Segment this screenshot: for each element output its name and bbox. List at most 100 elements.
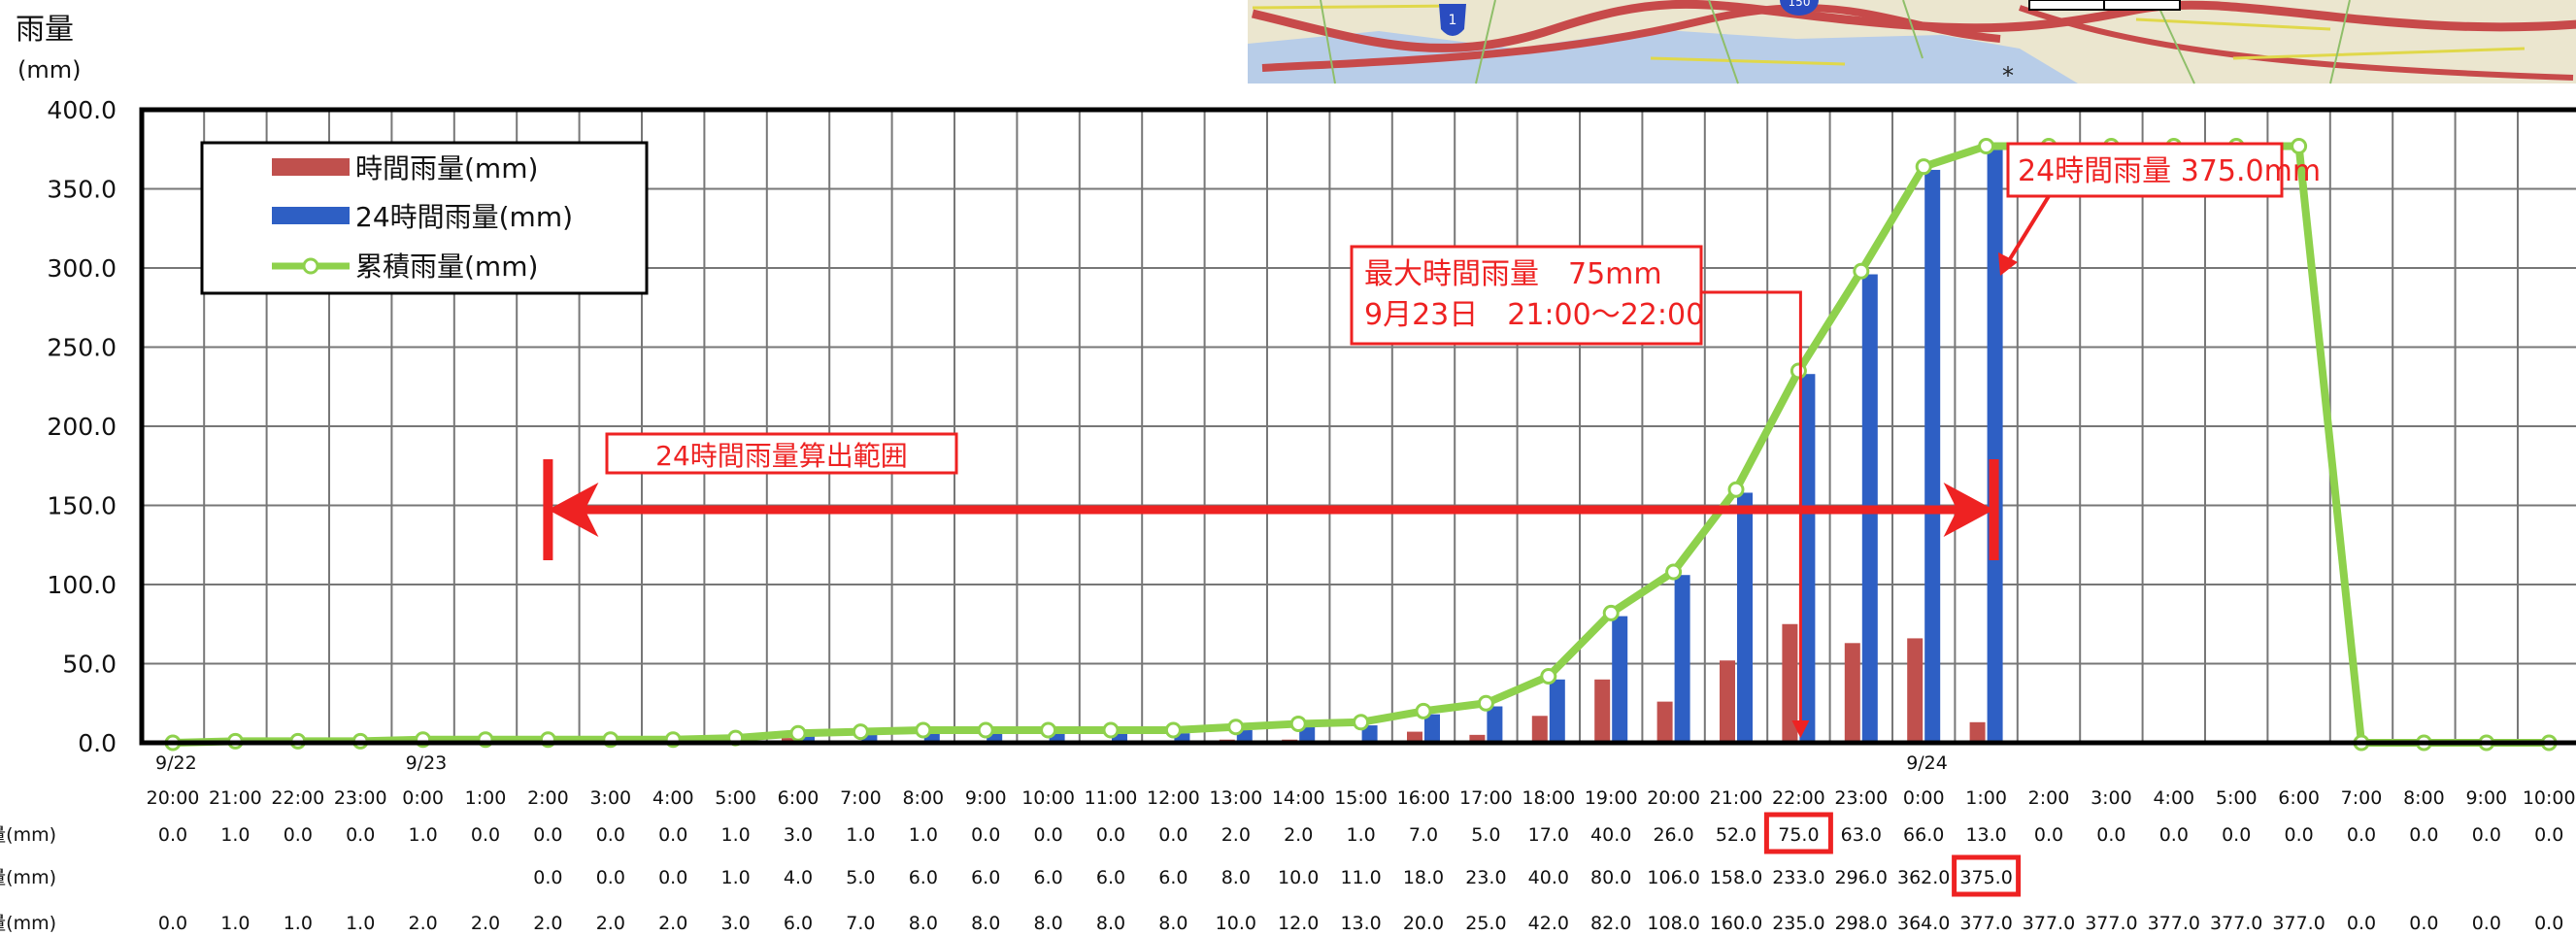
table-highlight (1952, 854, 2022, 897)
x-tick-label: 23:00 (1834, 787, 1888, 809)
table-cell: 80.0 (1590, 867, 1631, 888)
legend: 時間雨量(mm) 24時間雨量(mm) 累積雨量(mm) (200, 141, 649, 295)
table-cell: 0.0 (2222, 824, 2251, 846)
table-cell: 1.0 (720, 824, 750, 846)
y-tick-label: 0.0 (78, 729, 117, 757)
y-axis-ticks: 0.0 50.0 100.0 150.0 200.0 250.0 300.0 350.0 400… (47, 96, 117, 757)
table-cell: 0.0 (2096, 824, 2125, 846)
table-cell: 40.0 (1590, 824, 1631, 846)
table-cell: 160.0 (1710, 913, 1762, 934)
annotations: 24時間雨量算出範囲 最大時間雨量 75mm 9月23日 21:00～22:00 24… (543, 142, 2321, 738)
x-tick-label: 10:00 (1021, 787, 1075, 809)
range-bar-left (543, 459, 553, 560)
table-cell: 364.0 (1897, 913, 1950, 934)
x-tick-label: 10:00 (2523, 787, 2576, 809)
x-tick-label: 2:00 (527, 787, 569, 809)
table-cell: 375.0 (1959, 867, 2012, 888)
x-tick-label: 2:00 (2028, 787, 2070, 809)
legend-swatch-24h (272, 207, 350, 224)
table-cell: 0.0 (596, 867, 625, 888)
table-cell: 6.0 (909, 867, 938, 888)
x-tick-label: 5:00 (2216, 787, 2258, 809)
table-cell: 0.0 (2409, 824, 2438, 846)
table-cell: 0.0 (2409, 913, 2438, 934)
table-cell: 377.0 (2023, 913, 2075, 934)
hourly-rainfall-bar (1969, 721, 1986, 743)
table-cell: 1.0 (220, 824, 250, 846)
x-tick-label: 15:00 (1334, 787, 1388, 809)
table-cell: 108.0 (1647, 913, 1699, 934)
table-cell: 0.0 (596, 824, 625, 846)
table-cell: 377.0 (2085, 913, 2137, 934)
x-tick-label: 23:00 (334, 787, 387, 809)
route-shield-icon (1780, 0, 1819, 16)
total-24h-box (2006, 142, 2284, 198)
x-tick-label: 12:00 (1147, 787, 1200, 809)
range-label-box (605, 432, 958, 475)
x-tick-label: 22:00 (271, 787, 324, 809)
table-cell: 0.0 (2472, 824, 2501, 846)
cumulative-point (1665, 563, 1683, 581)
table-cell: 23.0 (1465, 867, 1506, 888)
rainfall-24h-bar (1174, 733, 1190, 743)
max-hourly-date: 9月23日 21:00～22:00 (1364, 298, 1704, 332)
table-cell: 0.0 (2284, 824, 2313, 846)
table-cell: 42.0 (1528, 913, 1569, 934)
table-cell: 2.0 (408, 913, 437, 934)
table-cell: 2.0 (658, 913, 687, 934)
cumulative-point (1227, 719, 1245, 736)
table-cell: 2.0 (1221, 824, 1251, 846)
table-cell: 1.0 (408, 824, 437, 846)
date-label: 9/22 (155, 752, 197, 774)
table-cell: 2.0 (533, 913, 562, 934)
x-tick-label: 0:00 (402, 787, 444, 809)
table-cell: 235.0 (1772, 913, 1824, 934)
table-cell: 6.0 (971, 867, 1000, 888)
cumulative-point (1415, 702, 1432, 719)
cumulative-point (2291, 137, 2308, 154)
cumulative-point (1602, 604, 1620, 621)
table-cell: 158.0 (1710, 867, 1762, 888)
legend-label: 時間雨量(mm) (355, 152, 538, 184)
range-bar-right (1989, 459, 1999, 560)
cumulative-point (1353, 714, 1370, 731)
table-cell: 1.0 (846, 824, 875, 846)
total-24h-label: 24時間雨量 375.0mm (2018, 154, 2321, 188)
legend-marker-cumulative (302, 257, 319, 275)
hourly-rainfall-bar (1594, 679, 1611, 743)
table-cell: 4.0 (784, 867, 813, 888)
x-tick-label: 13:00 (1209, 787, 1262, 809)
cumulative-point (1477, 694, 1494, 712)
rainfall-24h-bar (1612, 616, 1628, 743)
table-cell: 0.0 (2347, 824, 2376, 846)
rainfall-24h-bar (799, 736, 815, 743)
y-tick-label: 150.0 (47, 492, 117, 520)
table-cell: 0.0 (971, 824, 1000, 846)
table-cell: 17.0 (1528, 824, 1569, 846)
cumulative-point (1102, 721, 1120, 739)
table-cell: 63.0 (1841, 824, 1882, 846)
table-cell: 6.0 (1096, 867, 1125, 888)
table-cell: 1.0 (220, 913, 250, 934)
table-cell: 66.0 (1903, 824, 1944, 846)
table-cell: 5.0 (846, 867, 875, 888)
date-label: 9/23 (406, 752, 448, 774)
hourly-rainfall-bar (1720, 660, 1735, 743)
table-row-label: 累積雨量(mm) (0, 913, 56, 934)
table-cell: 296.0 (1835, 867, 1888, 888)
table-cell: 298.0 (1835, 913, 1888, 934)
cumulative-point (1289, 715, 1307, 732)
rainfall-24h-bar (1987, 149, 2003, 743)
table-cell: 0.0 (658, 824, 687, 846)
table-cell: 11.0 (1340, 867, 1381, 888)
x-tick-label: 8:00 (902, 787, 944, 809)
map-inset: 1 150 * (1248, 0, 2576, 89)
x-tick-label: 1:00 (465, 787, 507, 809)
table-cell: 26.0 (1653, 824, 1693, 846)
x-tick-label: 21:00 (209, 787, 262, 809)
x-tick-label: 18:00 (1522, 787, 1575, 809)
rainfall-24h-bar (1549, 679, 1565, 743)
table-cell: 7.0 (846, 913, 875, 934)
cumulative-point (1915, 158, 1932, 176)
x-tick-label: 6:00 (778, 787, 820, 809)
